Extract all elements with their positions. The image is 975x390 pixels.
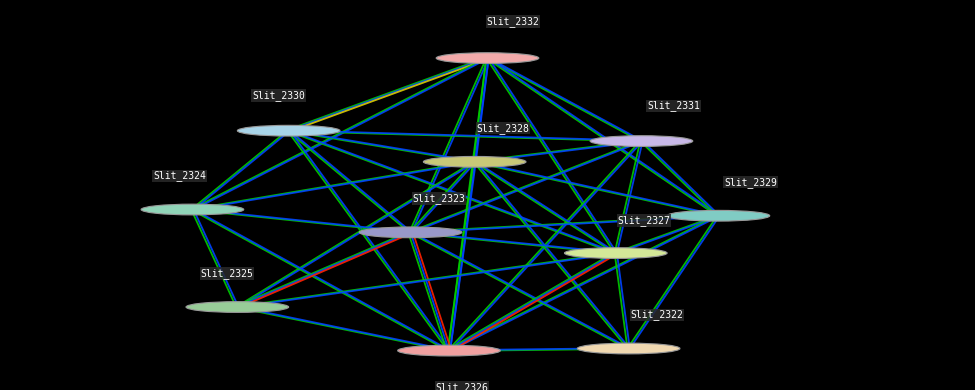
Text: Slit_2327: Slit_2327 xyxy=(617,215,671,226)
Text: Slit_2330: Slit_2330 xyxy=(252,90,305,101)
Ellipse shape xyxy=(590,136,693,146)
Text: Slit_2326: Slit_2326 xyxy=(436,382,488,390)
Text: Slit_2323: Slit_2323 xyxy=(412,193,465,204)
Ellipse shape xyxy=(359,227,462,238)
Ellipse shape xyxy=(565,248,667,259)
Ellipse shape xyxy=(436,53,539,64)
Text: Slit_2325: Slit_2325 xyxy=(201,268,254,279)
Ellipse shape xyxy=(186,301,289,312)
Text: Slit_2324: Slit_2324 xyxy=(153,170,206,181)
Ellipse shape xyxy=(398,345,500,356)
Ellipse shape xyxy=(577,343,680,354)
Text: Slit_2332: Slit_2332 xyxy=(487,16,539,27)
Text: Slit_2328: Slit_2328 xyxy=(477,123,529,134)
Text: Slit_2322: Slit_2322 xyxy=(631,309,683,320)
Text: Slit_2331: Slit_2331 xyxy=(647,100,700,111)
Ellipse shape xyxy=(423,156,526,167)
Text: Slit_2329: Slit_2329 xyxy=(724,177,777,188)
Ellipse shape xyxy=(237,125,340,136)
Ellipse shape xyxy=(141,204,244,215)
Ellipse shape xyxy=(667,210,769,221)
